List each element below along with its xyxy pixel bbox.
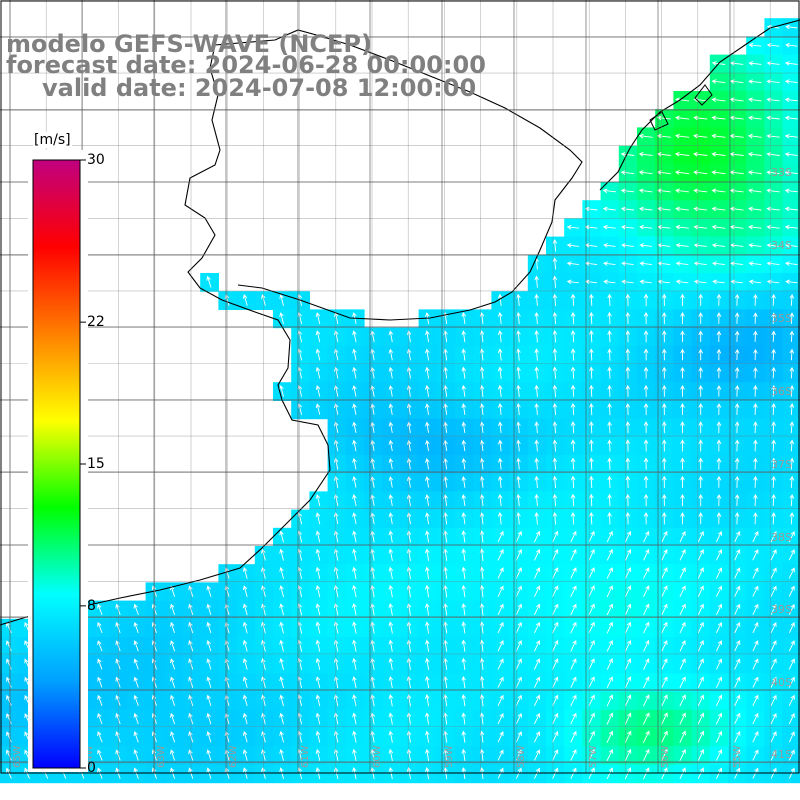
lat-label: 37S [771, 458, 792, 471]
lat-label: 38S [771, 531, 792, 544]
colorbar-label: 15 [87, 456, 105, 472]
lat-label: 34S [771, 239, 792, 252]
lat-label: 33S [771, 166, 792, 179]
lon-label: 55W [732, 745, 743, 768]
lat-label: 41S [771, 748, 792, 761]
lat-label: 39S [771, 603, 792, 616]
title-valid-date: valid date: 2024-07-08 12:00:00 [42, 74, 477, 102]
title-model: modelo GEFS-WAVE (NCEP) [6, 30, 372, 58]
lat-lon-grid [0, 0, 800, 773]
lon-label: 60W [372, 745, 383, 768]
lon-label: 61W [300, 745, 311, 768]
colorbar [32, 159, 81, 769]
lon-label: 56W [660, 745, 671, 768]
latitude-labels: 33S 34S 35S 36S 37S 38S 39S 40S 41S [771, 166, 792, 761]
lon-label: 58W [516, 745, 527, 768]
lat-label: 36S [771, 385, 792, 398]
lon-label: 63W [156, 745, 167, 768]
lon-label: 64W [84, 745, 95, 768]
wind-arrows [6, 24, 798, 780]
colorbar-unit: [m/s] [33, 132, 72, 148]
lat-label: 35S [771, 312, 792, 325]
lon-label: 65W [12, 745, 23, 768]
colorbar-label: 30 [87, 152, 105, 168]
lon-label: 59W [444, 745, 455, 768]
longitude-labels: 65W 64W 63W 62W 61W 60W 59W 58W 57W 56W 55W [12, 745, 743, 768]
lon-label: 57W [588, 745, 599, 768]
lat-label: 40S [771, 676, 792, 689]
colorbar-label: 8 [87, 597, 96, 614]
lon-label: 62W [228, 745, 239, 768]
title-forecast-date: forecast date: 2024-06-28 00:00:00 [6, 51, 486, 79]
colorbar-label: 22 [87, 314, 105, 331]
colorbar-ticks [80, 159, 86, 769]
colorbar-label: 0 [87, 760, 96, 776]
